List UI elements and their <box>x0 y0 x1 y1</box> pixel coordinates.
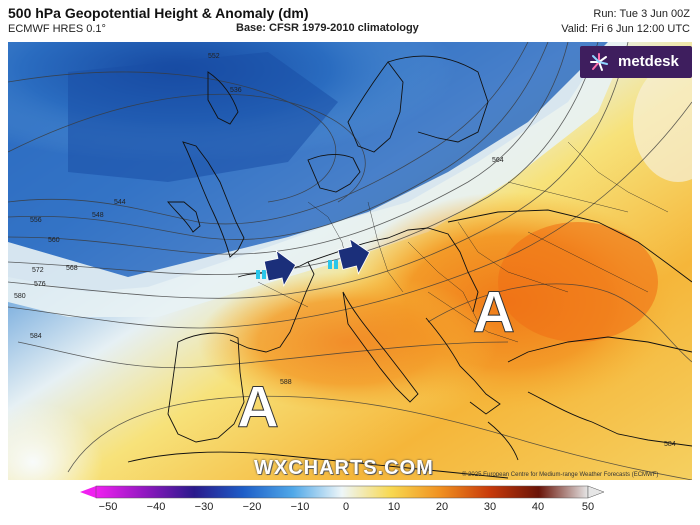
contour-label: 560 <box>48 237 60 244</box>
high-pressure-marker: A <box>473 280 515 345</box>
model-label: ECMWF HRES 0.1° <box>8 23 106 35</box>
flow-arrow-east <box>328 237 371 275</box>
contour-label: 580 <box>14 293 26 300</box>
chart-header: 500 hPa Geopotential Height & Anomaly (d… <box>0 0 700 46</box>
contour-label: 536 <box>230 87 242 94</box>
contour-label: 548 <box>92 212 104 219</box>
contour-label: 576 <box>34 281 46 288</box>
chart-title: 500 hPa Geopotential Height & Anomaly (d… <box>8 5 309 21</box>
weather-map[interactable]: 552 536 544 548 556 560 568 572 576 580 … <box>8 42 692 480</box>
high-pressure-marker: A <box>237 375 279 440</box>
colorbar-tick: −30 <box>194 501 214 513</box>
contour-label: 584 <box>30 333 42 340</box>
contour-label: 556 <box>30 217 42 224</box>
colorbar-tick: 0 <box>342 501 350 513</box>
metdesk-logo: metdesk <box>580 46 692 78</box>
contour-label: 544 <box>114 199 126 206</box>
ecmwf-credit: © 2025 European Centre for Medium-range … <box>462 472 659 478</box>
colorbar-tick: −50 <box>98 501 118 513</box>
contour-label: 568 <box>66 265 78 272</box>
colorbar-tick: −20 <box>242 501 262 513</box>
logo-text: metdesk <box>618 53 679 70</box>
contour-label: 588 <box>280 379 292 386</box>
contour-label: 584 <box>664 441 676 448</box>
run-time-label: Run: Tue 3 Jun 00Z <box>593 8 690 20</box>
colorbar-tick: 20 <box>435 501 449 513</box>
valid-time-label: Valid: Fri 6 Jun 12:00 UTC <box>561 23 690 35</box>
wxcharts-watermark: WXCHARTS.COM <box>254 457 434 479</box>
colorbar-tick: 30 <box>483 501 497 513</box>
colorbar-tick: −40 <box>146 501 166 513</box>
colorbar-tick: 50 <box>581 501 595 513</box>
base-climatology-label: Base: CFSR 1979-2010 climatology <box>236 22 419 34</box>
colorbar-tick: −10 <box>290 501 310 513</box>
colorbar-tick: 40 <box>531 501 545 513</box>
contour-label: 552 <box>208 53 220 60</box>
anomaly-colorbar: −50 −40 −30 −20 −10 0 10 20 30 40 50 <box>0 482 700 525</box>
star-burst-icon <box>590 53 608 71</box>
contour-label: 564 <box>492 157 504 164</box>
flow-arrow-west <box>256 249 297 287</box>
colorbar-tick: 10 <box>387 501 401 513</box>
contour-label: 572 <box>32 267 44 274</box>
